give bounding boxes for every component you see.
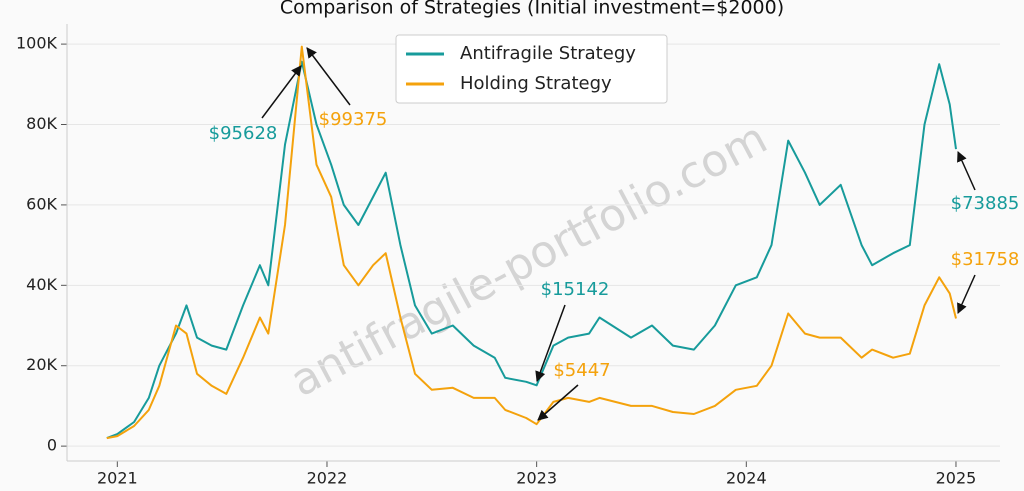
annotation-arrow (535, 304, 566, 382)
annotation: $73885 (951, 193, 1020, 214)
annotation-arrow (537, 384, 579, 421)
watermark: antifragile-portfolio.com (282, 113, 775, 407)
legend-box (395, 34, 668, 104)
annotation: $15142 (541, 279, 610, 300)
legend-label: Holding Strategy (460, 73, 612, 94)
series-line (106, 60, 957, 440)
x-tick-label: 2023 (516, 469, 557, 488)
series-line (106, 45, 957, 440)
y-tick-label: 60K (26, 194, 57, 213)
annotation: $31758 (951, 249, 1020, 270)
annotation: $95628 (209, 123, 278, 144)
y-tick-label: 20K (26, 355, 57, 374)
x-tick-label: 2024 (726, 469, 767, 488)
annotation: $99375 (319, 109, 388, 130)
chart-title: Comparison of Strategies (Initial invest… (280, 0, 784, 19)
y-tick-label: 40K (26, 275, 57, 294)
y-tick-label: 100K (16, 34, 58, 53)
annotation-arrow (957, 151, 976, 191)
x-tick-label: 2021 (97, 469, 138, 488)
annotation: $5447 (553, 360, 610, 381)
legend-label: Antifragile Strategy (460, 43, 636, 64)
y-tick-label: 80K (26, 114, 57, 133)
y-tick-label: 0 (47, 436, 57, 455)
annotation-arrow (261, 65, 302, 119)
annotation-arrow (306, 47, 351, 106)
x-tick-label: 2022 (307, 469, 348, 488)
annotation-arrow (957, 274, 976, 314)
x-tick-label: 2025 (936, 469, 977, 488)
